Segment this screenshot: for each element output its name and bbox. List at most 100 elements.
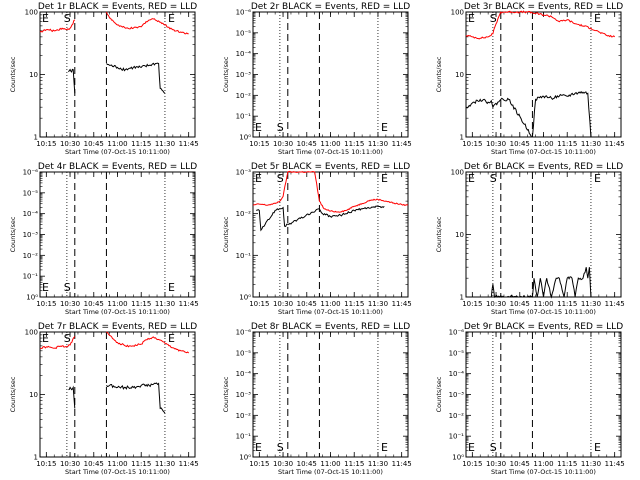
event-marker: E [42, 332, 49, 345]
x-tick-label: 10:15 [36, 140, 56, 148]
x-tick-label: 10:45 [84, 140, 104, 148]
x-tick-label: 10:45 [510, 300, 530, 308]
x-tick-label: 11:00 [320, 300, 340, 308]
y-axis-label: Counts/sec [222, 376, 230, 412]
y-tick-label: 10 [29, 391, 38, 399]
x-axis-label: Start Time (07-Oct-15 10:11:00) [65, 308, 170, 316]
plot-frame [465, 171, 622, 298]
event-marker: E [255, 172, 262, 185]
y-axis-label: Counts/sec [9, 376, 17, 412]
event-marker: E [594, 441, 601, 454]
x-axis-label: Start Time (07-Oct-15 10:11:00) [491, 148, 596, 156]
x-tick-label: 10:30 [60, 140, 80, 148]
x-tick-label: 11:15 [131, 460, 151, 468]
event-marker: E [42, 281, 49, 294]
event-marker: E [255, 121, 262, 134]
y-tick-label: 10⁻⁶ [236, 9, 252, 17]
x-tick-label: 10:30 [60, 300, 80, 308]
x-tick-label: 10:15 [462, 460, 482, 468]
plot-frame [465, 331, 622, 458]
event-marker: S [277, 441, 284, 454]
x-tick-label: 11:30 [155, 300, 175, 308]
event-marker: E [168, 281, 175, 294]
x-tick-label: 11:00 [107, 300, 127, 308]
y-axis-label: Counts/sec [435, 376, 443, 412]
x-tick-label: 11:45 [392, 140, 412, 148]
event-marker: E [381, 121, 388, 134]
panel-5: Det 5r BLACK = Events, RED = LLD 10⁰ 10⁻¹ 1… [222, 162, 412, 316]
y-tick-label: 10⁻³ [236, 391, 252, 399]
x-tick-label: 10:45 [510, 460, 530, 468]
y-axis-label: Counts/sec [9, 56, 17, 92]
event-marker: E [594, 172, 601, 185]
x-tick-label: 10:30 [486, 300, 506, 308]
x-tick-label: 11:45 [392, 300, 412, 308]
y-axis-label: Counts/sec [9, 216, 17, 252]
panel-title: Det 9r BLACK = Events, RED = LLD [464, 322, 623, 332]
event-marker: E [168, 332, 175, 345]
x-axis-label: Start Time (07-Oct-15 10:11:00) [491, 308, 596, 316]
y-tick-label: 10⁻² [449, 412, 465, 420]
y-tick-label: 1 [460, 294, 464, 302]
panel-7: Det 7r BLACK = Events, RED = LLD 1 10 100 10… [9, 322, 199, 476]
x-tick-label: 11:15 [344, 460, 364, 468]
lld-series-line [252, 170, 409, 213]
y-axis-label: Counts/sec [435, 216, 443, 252]
x-tick-label: 11:00 [107, 140, 127, 148]
y-axis-label: Counts/sec [222, 56, 230, 92]
panel-8: Det 8r BLACK = Events, RED = LLD 10⁰ 10⁻¹ 1… [222, 322, 412, 476]
x-tick-label: 10:30 [273, 460, 293, 468]
x-axis-label: Start Time (07-Oct-15 10:11:00) [491, 468, 596, 476]
event-marker: E [381, 441, 388, 454]
events-series-line [465, 90, 592, 138]
y-tick-label: 10⁻³ [236, 71, 252, 79]
x-tick-label: 11:30 [581, 460, 601, 468]
y-tick-label: 100 [25, 9, 38, 17]
x-tick-label: 11:15 [131, 140, 151, 148]
y-tick-label: 10⁻² [23, 252, 39, 260]
x-tick-label: 11:15 [131, 300, 151, 308]
y-tick-label: 10⁻⁵ [23, 189, 39, 197]
event-marker: E [42, 12, 49, 25]
y-tick-label: 10⁻¹ [236, 252, 252, 260]
x-tick-label: 11:00 [107, 460, 127, 468]
event-marker: S [64, 281, 71, 294]
events-series-line [490, 267, 592, 299]
x-tick-label: 10:45 [297, 460, 317, 468]
x-tick-label: 11:30 [155, 140, 175, 148]
x-tick-label: 11:45 [392, 460, 412, 468]
panel-2: Det 2r BLACK = Events, RED = LLD 10⁰ 10⁻¹ 1… [222, 2, 412, 156]
x-axis-label: Start Time (07-Oct-15 10:11:00) [65, 468, 170, 476]
x-tick-label: 10:45 [510, 140, 530, 148]
event-marker: S [490, 172, 497, 185]
y-tick-label: 10 [455, 71, 464, 79]
y-tick-label: 10⁰ [239, 134, 251, 142]
event-marker: E [168, 12, 175, 25]
x-tick-label: 11:45 [605, 300, 625, 308]
y-tick-label: 10⁰ [239, 454, 251, 462]
y-tick-label: 1 [460, 134, 464, 142]
x-tick-label: 11:45 [179, 140, 199, 148]
y-tick-label: 10⁻² [236, 210, 252, 218]
plot-frame [252, 331, 409, 458]
y-tick-label: 10⁰ [452, 454, 464, 462]
x-tick-label: 10:45 [84, 460, 104, 468]
x-tick-label: 11:30 [368, 140, 388, 148]
x-tick-label: 11:15 [557, 140, 577, 148]
y-tick-label: 10⁻¹ [449, 433, 465, 441]
panel-title: Det 8r BLACK = Events, RED = LLD [251, 322, 410, 332]
x-tick-label: 10:15 [462, 140, 482, 148]
x-tick-label: 10:45 [84, 300, 104, 308]
x-tick-label: 11:00 [533, 460, 553, 468]
panel-title: Det 7r BLACK = Events, RED = LLD [38, 322, 197, 332]
panel-title: Det 2r BLACK = Events, RED = LLD [251, 2, 410, 12]
y-tick-label: 10⁻² [236, 412, 252, 420]
x-tick-label: 10:30 [273, 140, 293, 148]
plot-frame [252, 11, 409, 138]
event-marker: S [490, 441, 497, 454]
x-axis-label: Start Time (07-Oct-15 10:11:00) [278, 308, 383, 316]
x-axis-label: Start Time (07-Oct-15 10:11:00) [278, 148, 383, 156]
x-tick-label: 11:00 [320, 140, 340, 148]
event-marker: E [468, 441, 475, 454]
